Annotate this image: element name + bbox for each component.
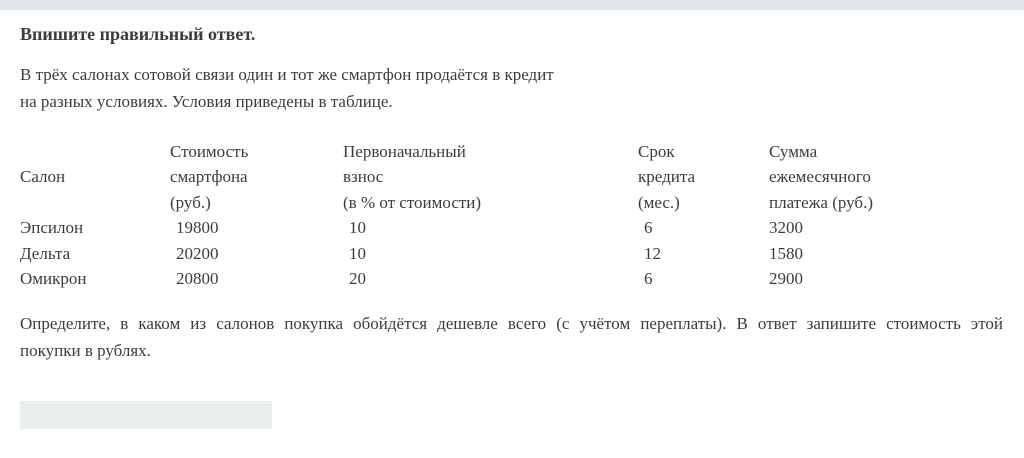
cell-cost: 20800	[176, 268, 219, 288]
cell-term: 6	[644, 268, 653, 288]
problem-intro-line-1: В трёх салонах сотовой связи один и тот …	[20, 65, 554, 84]
cell-term: 6	[644, 218, 653, 238]
cell-monthly-payment: 1580	[769, 243, 803, 263]
question-text-line-2: покупки в рублях.	[20, 340, 151, 360]
cell-down-payment: 10	[349, 243, 366, 263]
table-row: Дельта 20200 10 12 1580	[20, 241, 1003, 266]
column-header-down-payment: Первоначальный взнос (в % от стоимости)	[343, 142, 482, 212]
cell-monthly-payment: 2900	[769, 268, 803, 288]
problem-intro-line-2: на разных условиях. Условия приведены в …	[20, 91, 393, 111]
table-header-row: Салон Стоимость смартфона (руб.) Первона…	[20, 139, 1003, 215]
answer-input[interactable]	[20, 401, 272, 429]
cell-term: 12	[644, 243, 661, 263]
column-header-monthly-payment: Сумма ежемесячного платежа (руб.)	[769, 142, 873, 212]
conditions-table: Салон Стоимость смартфона (руб.) Первона…	[20, 139, 1003, 291]
cell-salon: Эпсилон	[20, 218, 84, 238]
column-header-cost: Стоимость смартфона (руб.)	[170, 142, 249, 212]
cell-salon: Омикрон	[20, 268, 87, 288]
cell-monthly-payment: 3200	[769, 218, 803, 238]
column-header-salon: Салон	[20, 167, 66, 187]
cell-cost: 19800	[176, 218, 219, 238]
cell-cost: 20200	[176, 243, 219, 263]
cell-down-payment: 10	[349, 218, 366, 238]
table-row: Омикрон 20800 20 6 2900	[20, 266, 1003, 291]
problem-intro: В трёх салонах сотовой связи один и тот …	[20, 62, 1003, 116]
table-row: Эпсилон 19800 10 6 3200	[20, 215, 1003, 240]
question-text: Определите, в каком из салонов покупка о…	[20, 311, 1003, 364]
cell-salon: Дельта	[20, 243, 71, 263]
prompt-heading: Впишите правильный ответ.	[20, 24, 256, 44]
cell-down-payment: 20	[349, 268, 366, 288]
top-divider-bar	[0, 0, 1024, 10]
question-text-line-1: Определите, в каком из салонов покупка о…	[20, 314, 1003, 333]
column-header-term: Срок кредита (мес.)	[638, 142, 696, 212]
